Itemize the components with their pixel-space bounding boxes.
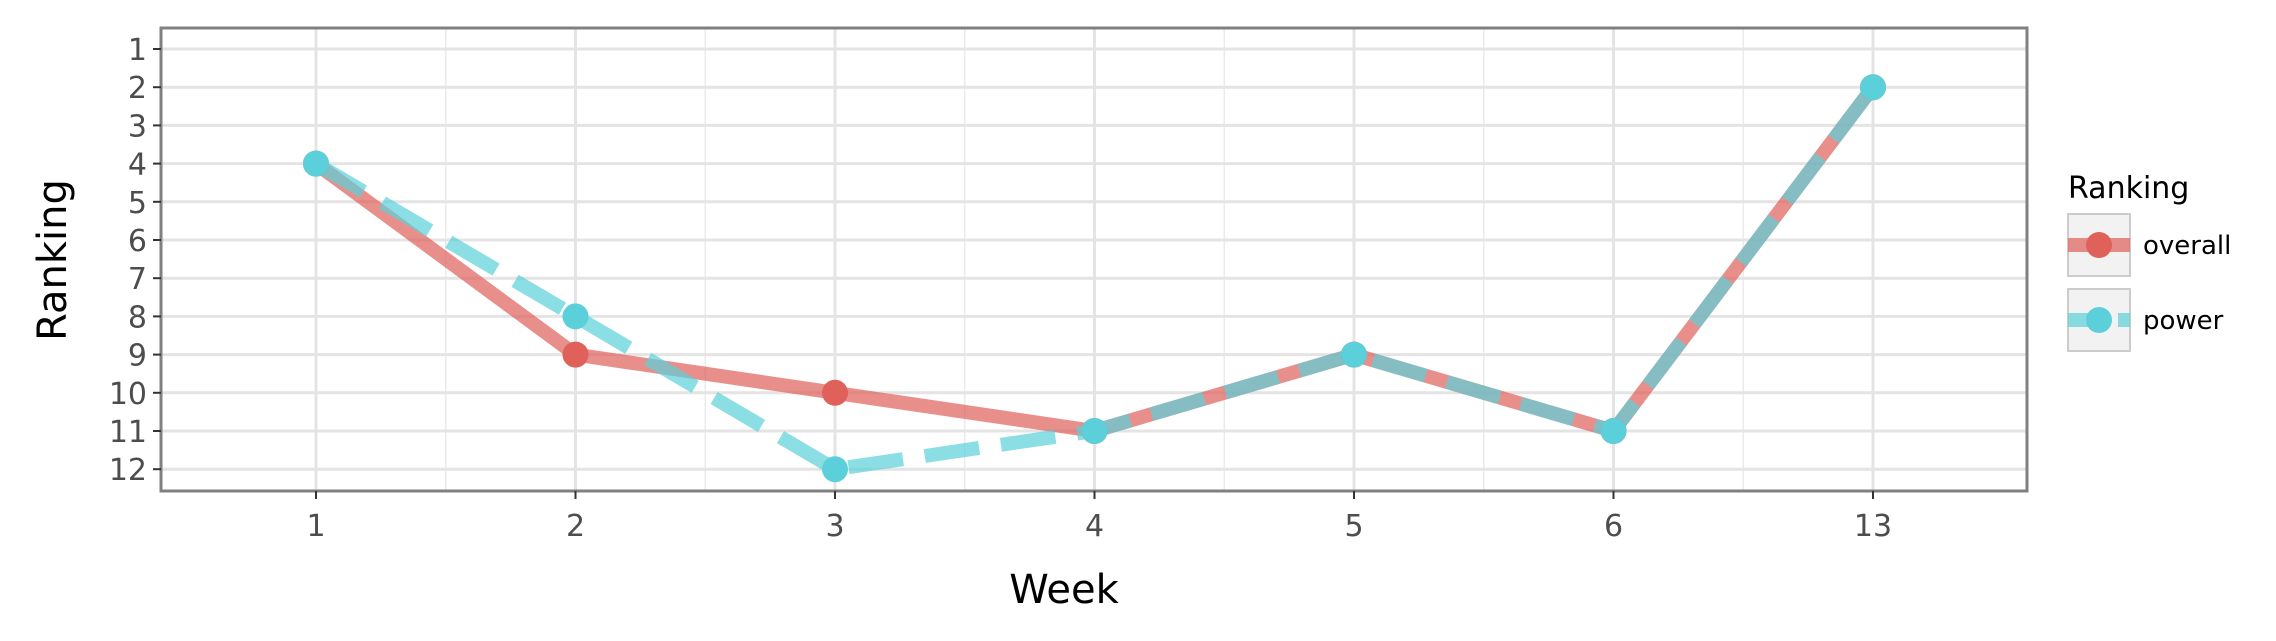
data-point-power: [1860, 74, 1886, 101]
x-tick-label: 2: [566, 509, 585, 544]
data-point-power: [1081, 418, 1108, 444]
data-point-power: [1341, 341, 1367, 368]
y-tick-label: 5: [128, 186, 147, 221]
data-point-power: [303, 150, 329, 177]
y-tick-label: 9: [128, 339, 147, 374]
legend-item-power: power: [2067, 288, 2224, 352]
x-tick-label: 4: [1085, 509, 1104, 544]
data-point-power: [1600, 418, 1627, 444]
y-axis-title: Ranking: [30, 179, 76, 341]
x-axis-title: Week: [1009, 567, 1119, 613]
y-tick-label: 6: [128, 224, 147, 259]
y-tick-label: 4: [128, 148, 147, 183]
y-tick-label: 12: [109, 453, 147, 488]
x-tick-label: 1: [306, 509, 325, 544]
y-tick-label: 11: [109, 415, 147, 450]
legend-label: overall: [2143, 231, 2231, 261]
y-tick-label: 10: [109, 377, 147, 412]
legend-label: power: [2143, 306, 2224, 336]
y-tick-label: 1: [128, 33, 147, 68]
grid-lines: [161, 28, 2027, 491]
data-point-power: [562, 303, 589, 330]
y-tick-label: 3: [128, 109, 147, 144]
data-point-overall: [562, 341, 589, 368]
x-tick-label: 5: [1344, 509, 1363, 544]
x-tick-label: 13: [1854, 509, 1892, 544]
y-tick-label: 2: [128, 71, 147, 106]
legend-key-point: [2086, 232, 2112, 258]
data-point-overall: [822, 379, 848, 406]
legend-title: Ranking: [2068, 171, 2189, 206]
x-tick-label: 6: [1604, 509, 1623, 544]
series-points: [303, 74, 1886, 483]
legend: Ranking overall power: [2067, 171, 2231, 352]
legend-item-overall: overall: [2067, 213, 2231, 277]
x-tick-label: 3: [825, 509, 844, 544]
legend-key-point: [2086, 307, 2112, 333]
data-point-power: [822, 456, 848, 483]
y-tick-label: 7: [128, 262, 147, 297]
y-tick-label: 8: [128, 300, 147, 335]
